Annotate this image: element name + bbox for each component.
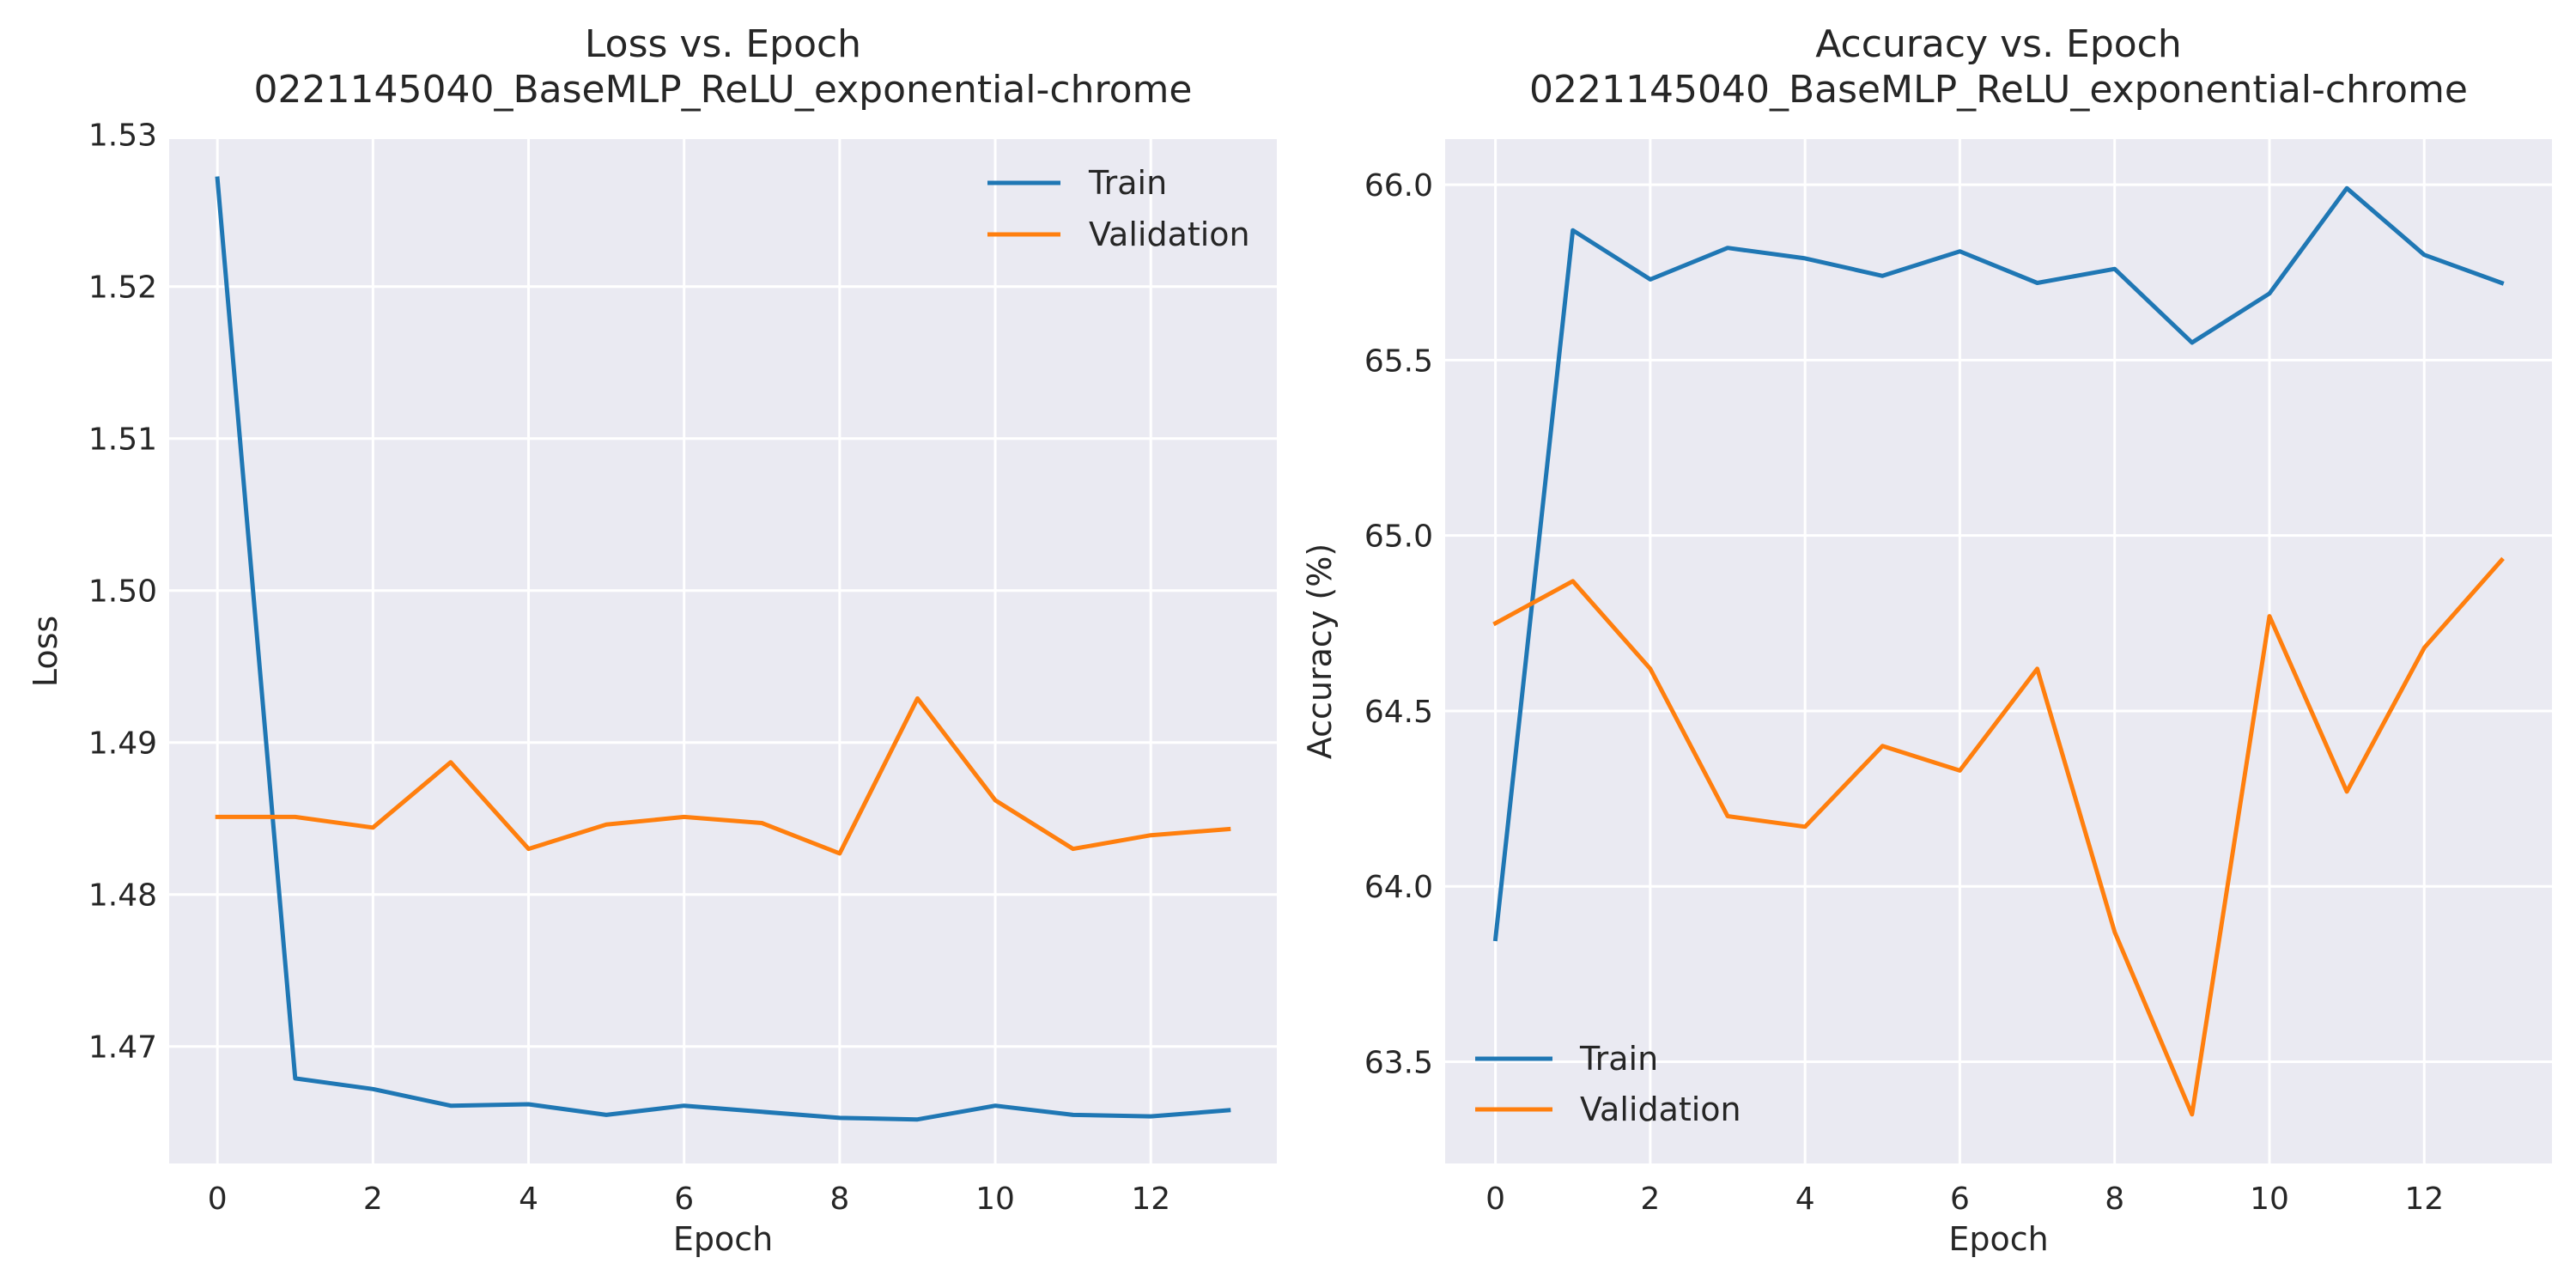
accuracy-series-train-line [1492,185,2505,942]
accuracy-legend: Train Validation [1475,1040,1741,1128]
accuracy-legend-train-label: Train [1579,1040,1658,1078]
accuracy-x-ticks: 0 2 4 6 8 10 12 [1485,1182,2444,1217]
loss-y-tick-label: 1.47 [88,1030,157,1066]
loss-x-tick-label: 2 [363,1182,383,1217]
accuracy-y-tick-label: 65.0 [1364,519,1433,555]
accuracy-x-tick-label: 2 [1640,1182,1660,1217]
loss-series [215,176,1231,1122]
accuracy-y-tick-label: 63.5 [1364,1046,1433,1081]
accuracy-y-ticks: 63.5 64.0 64.5 65.0 65.5 66.0 [1364,168,1433,1080]
accuracy-y-tick-label: 64.5 [1364,695,1433,730]
accuracy-x-tick-label: 8 [2105,1182,2124,1217]
accuracy-legend-validation-label: Validation [1580,1091,1741,1128]
loss-y-axis-label: Loss [27,616,64,687]
accuracy-series [1492,185,2505,1117]
loss-x-tick-label: 6 [674,1182,694,1217]
loss-legend-train-label: Train [1088,164,1167,202]
accuracy-x-tick-label: 6 [1950,1182,1970,1217]
accuracy-x-tick-label: 4 [1795,1182,1815,1217]
loss-x-tick-label: 4 [519,1182,538,1217]
loss-x-tick-label: 12 [1131,1182,1170,1217]
loss-series-validation-line [215,696,1231,856]
loss-y-tick-label: 1.51 [88,422,157,458]
accuracy-grid [1445,139,2552,1163]
loss-series-train-line [215,176,1231,1122]
loss-chart-title: Loss vs. Epoch [585,22,861,66]
loss-plot-area [169,139,1277,1163]
loss-chart: 0 2 4 6 8 10 12 1.47 1.48 1.49 1.50 1.51 1.52 1.53 L… [27,22,1277,1258]
loss-chart-subtitle: 0221145040_BaseMLP_ReLU_exponential-chro… [254,68,1193,112]
loss-legend-validation-label: Validation [1089,216,1250,253]
accuracy-y-axis-label: Accuracy (%) [1301,544,1339,759]
accuracy-plot-area [1445,139,2552,1163]
loss-legend: Train Validation [987,164,1250,253]
loss-y-tick-label: 1.49 [88,726,157,762]
accuracy-y-tick-label: 65.5 [1364,343,1433,379]
accuracy-x-tick-label: 0 [1485,1182,1505,1217]
loss-y-tick-label: 1.50 [88,574,157,610]
loss-x-axis-label: Epoch [673,1220,773,1258]
accuracy-chart-subtitle: 0221145040_BaseMLP_ReLU_exponential-chro… [1529,68,2468,112]
loss-x-tick-label: 8 [829,1182,849,1217]
accuracy-chart: 0 2 4 6 8 10 12 63.5 64.0 64.5 65.0 65.5 66.0 Accur… [1301,22,2552,1258]
loss-y-tick-label: 1.48 [88,878,157,914]
loss-y-tick-label: 1.53 [88,118,157,154]
accuracy-y-tick-label: 66.0 [1364,168,1433,204]
loss-x-tick-label: 10 [975,1182,1015,1217]
loss-grid [169,133,1277,1163]
loss-x-ticks: 0 2 4 6 8 10 12 [208,1182,1170,1217]
accuracy-x-axis-label: Epoch [1948,1220,2048,1258]
accuracy-y-tick-label: 64.0 [1364,870,1433,905]
accuracy-x-tick-label: 10 [2250,1182,2289,1217]
accuracy-series-validation-line [1492,556,2505,1117]
loss-y-ticks: 1.47 1.48 1.49 1.50 1.51 1.52 1.53 [88,118,157,1066]
accuracy-chart-title: Accuracy vs. Epoch [1815,22,2182,66]
loss-x-tick-label: 0 [208,1182,228,1217]
loss-y-tick-label: 1.52 [88,270,157,306]
accuracy-x-tick-label: 12 [2404,1182,2444,1217]
